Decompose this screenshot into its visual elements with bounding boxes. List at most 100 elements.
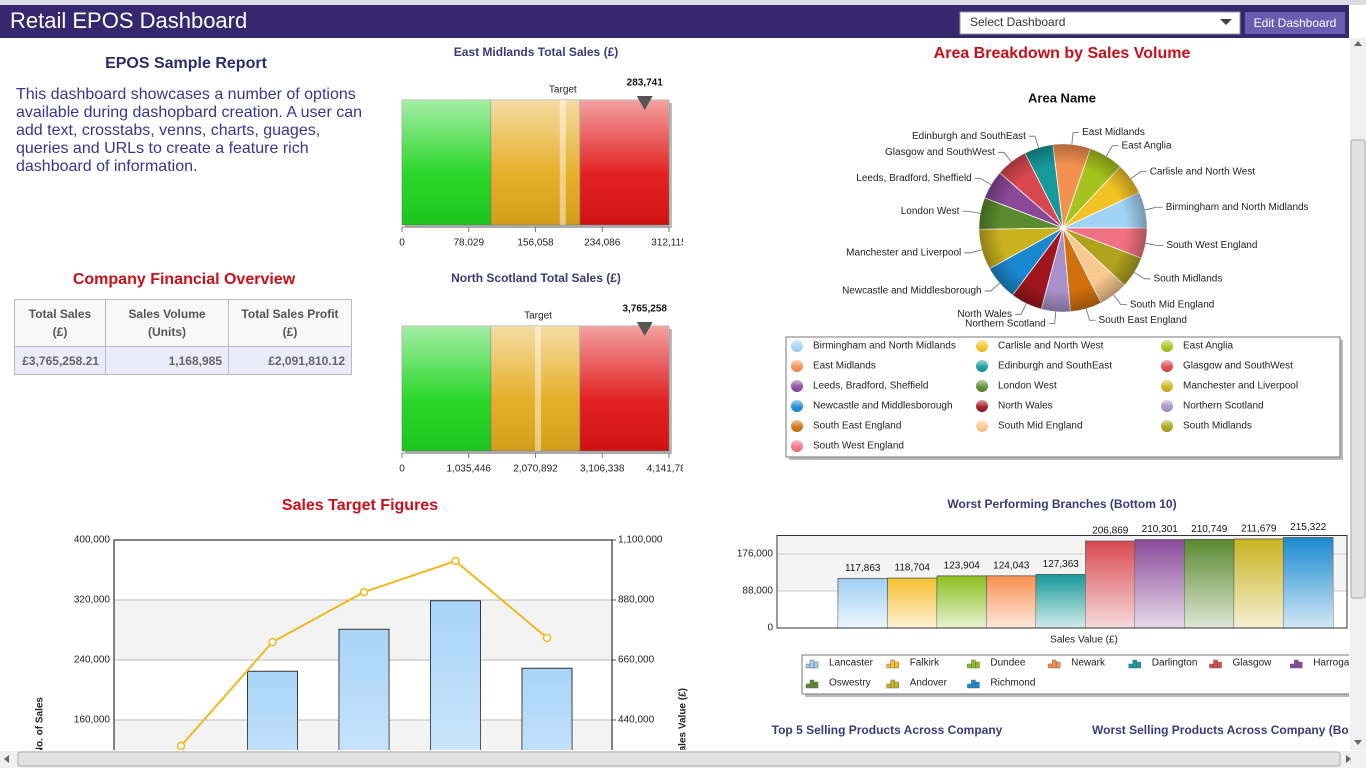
legend-swatch bbox=[809, 659, 815, 669]
pie-label: South East England bbox=[1099, 315, 1187, 326]
value-label: 210,749 bbox=[1191, 524, 1228, 535]
y-tick-label: 0 bbox=[767, 623, 773, 634]
pie-label: London West bbox=[901, 206, 960, 217]
y-tick-label: 88,000 bbox=[742, 586, 773, 597]
leader-line bbox=[1028, 135, 1039, 148]
pie-label: East Anglia bbox=[1121, 140, 1171, 151]
gauge-title: East Midlands Total Sales (£) bbox=[454, 45, 618, 59]
gauge-shine bbox=[580, 326, 669, 451]
value-label: 118,704 bbox=[895, 563, 931, 574]
chart-title: Sales Target Figures bbox=[282, 497, 438, 514]
legend-label: North Wales bbox=[998, 401, 1053, 412]
x-tick-label: 2,070,892 bbox=[513, 464, 558, 475]
line-marker bbox=[451, 556, 460, 566]
pie-label: South Mid England bbox=[1130, 299, 1215, 310]
gauge-title: North Scotland Total Sales (£) bbox=[451, 271, 621, 285]
gauge-pointer bbox=[636, 322, 653, 336]
legend-swatch bbox=[1209, 663, 1214, 669]
table-cell: £3,765,258.21 bbox=[14, 346, 106, 375]
leader-line bbox=[1134, 272, 1151, 280]
y2-tick-label: 440,000 bbox=[618, 715, 655, 726]
x-tick-label: 312,115 bbox=[651, 238, 687, 249]
pie-label: Birmingham and North Midlands bbox=[1166, 202, 1309, 213]
leader-line bbox=[1105, 145, 1119, 157]
section-title: Worst Selling Products Across Company (B… bbox=[1092, 723, 1366, 737]
financial-table: Total Sales (£) Sales Volume (Units) Tot… bbox=[14, 299, 352, 375]
intro-text: This dashboard showcases a number of opt… bbox=[16, 86, 363, 175]
y2-tick-label: 880,000 bbox=[618, 595, 655, 606]
legend-label: Glasgow and SouthWest bbox=[1183, 361, 1293, 372]
legend-shine bbox=[791, 440, 803, 452]
pie-label: Leeds, Bradford, Sheffield bbox=[856, 173, 971, 184]
value-label: 210,301 bbox=[1142, 524, 1179, 535]
leader-line bbox=[997, 151, 1012, 163]
x-axis-title: Sales Value (£) bbox=[1050, 635, 1118, 646]
bar-shine bbox=[1184, 539, 1234, 628]
y-tick-label: 320,000 bbox=[74, 595, 111, 606]
legend-swatch bbox=[1132, 659, 1138, 669]
table-header: Total Sales (£) bbox=[14, 299, 106, 347]
leader-line bbox=[1085, 308, 1096, 321]
legend-swatch bbox=[809, 679, 815, 689]
x-tick-label: 156,058 bbox=[517, 238, 554, 249]
chart-title: Worst Performing Branches (Bottom 10) bbox=[947, 497, 1176, 511]
legend-label: Leeds, Bradford, Sheffield bbox=[813, 381, 928, 392]
legend-swatch bbox=[1055, 661, 1061, 669]
table-header: Sales Volume (Units) bbox=[105, 299, 229, 347]
legend-swatch bbox=[1289, 663, 1295, 669]
plot-border bbox=[776, 535, 1348, 629]
legend-label: Glasgow bbox=[1233, 658, 1273, 669]
value-label: 215,322 bbox=[1290, 522, 1327, 533]
x-tick-label: 3,106,338 bbox=[580, 464, 625, 475]
leader-line bbox=[1130, 171, 1147, 179]
leader-line bbox=[1071, 132, 1080, 145]
legend-shine bbox=[1161, 360, 1173, 372]
legend-swatch bbox=[971, 679, 976, 689]
legend-swatch bbox=[805, 663, 811, 669]
gauge-shine bbox=[402, 100, 491, 225]
legend-swatch bbox=[1136, 661, 1142, 669]
legend-swatch bbox=[813, 681, 819, 689]
dashboard-select[interactable] bbox=[959, 11, 1241, 35]
legend-label: Manchester and Liverpool bbox=[1183, 381, 1298, 392]
line-marker bbox=[542, 633, 552, 643]
x-tick-label: 234,086 bbox=[584, 238, 621, 249]
content: EPOS Sample Report Company Financial Ove… bbox=[35, 45, 1366, 758]
pie-label: Edinburgh and SouthEast bbox=[912, 131, 1026, 142]
gauge-target-label: Target bbox=[549, 85, 577, 96]
legend-shine bbox=[1161, 380, 1173, 392]
legend-swatch bbox=[971, 659, 976, 669]
legend-label: Oswestry bbox=[829, 678, 871, 689]
x-tick-label: 0 bbox=[399, 464, 405, 475]
legend-label: Falkirk bbox=[910, 658, 940, 669]
legend-label: Birmingham and North Midlands bbox=[813, 341, 956, 352]
legend-swatch bbox=[1217, 661, 1222, 669]
gauge: Target 283,741 0 78,029 156,058 234,086 312,11… bbox=[399, 78, 687, 249]
y2-axis-title: Sales Value (£) bbox=[678, 688, 689, 758]
y-axis-title: No. of Sales bbox=[35, 697, 46, 755]
value-label: 117,863 bbox=[845, 563, 881, 574]
table-cell: 1,168,985 bbox=[105, 346, 229, 375]
bar-shine bbox=[339, 629, 389, 750]
gauge-value-label: 283,741 bbox=[627, 78, 664, 89]
bar-shine bbox=[1036, 574, 1086, 628]
legend-swatch bbox=[1293, 659, 1299, 669]
legend-shine bbox=[976, 420, 988, 432]
legend-swatch bbox=[1128, 663, 1134, 669]
leader-line bbox=[984, 282, 1000, 292]
x-tick-label: 78,029 bbox=[453, 238, 484, 249]
vertical-thumb[interactable] bbox=[1350, 139, 1366, 599]
gauge-value-label: 3,765,258 bbox=[622, 304, 667, 315]
horizontal-thumb[interactable] bbox=[17, 751, 1341, 767]
value-label: 206,869 bbox=[1092, 526, 1129, 537]
gauge-shine bbox=[491, 326, 580, 451]
legend-shine bbox=[976, 400, 988, 412]
legend-label: Andover bbox=[910, 678, 948, 689]
edit-button[interactable] bbox=[1245, 12, 1345, 34]
legend-swatch bbox=[894, 681, 899, 689]
legend-label: Newark bbox=[1071, 658, 1106, 669]
table-header: Total Sales Profit (£) bbox=[228, 299, 352, 347]
y2-tick-label: 1,100,000 bbox=[618, 535, 663, 546]
legend-swatch bbox=[886, 663, 891, 669]
